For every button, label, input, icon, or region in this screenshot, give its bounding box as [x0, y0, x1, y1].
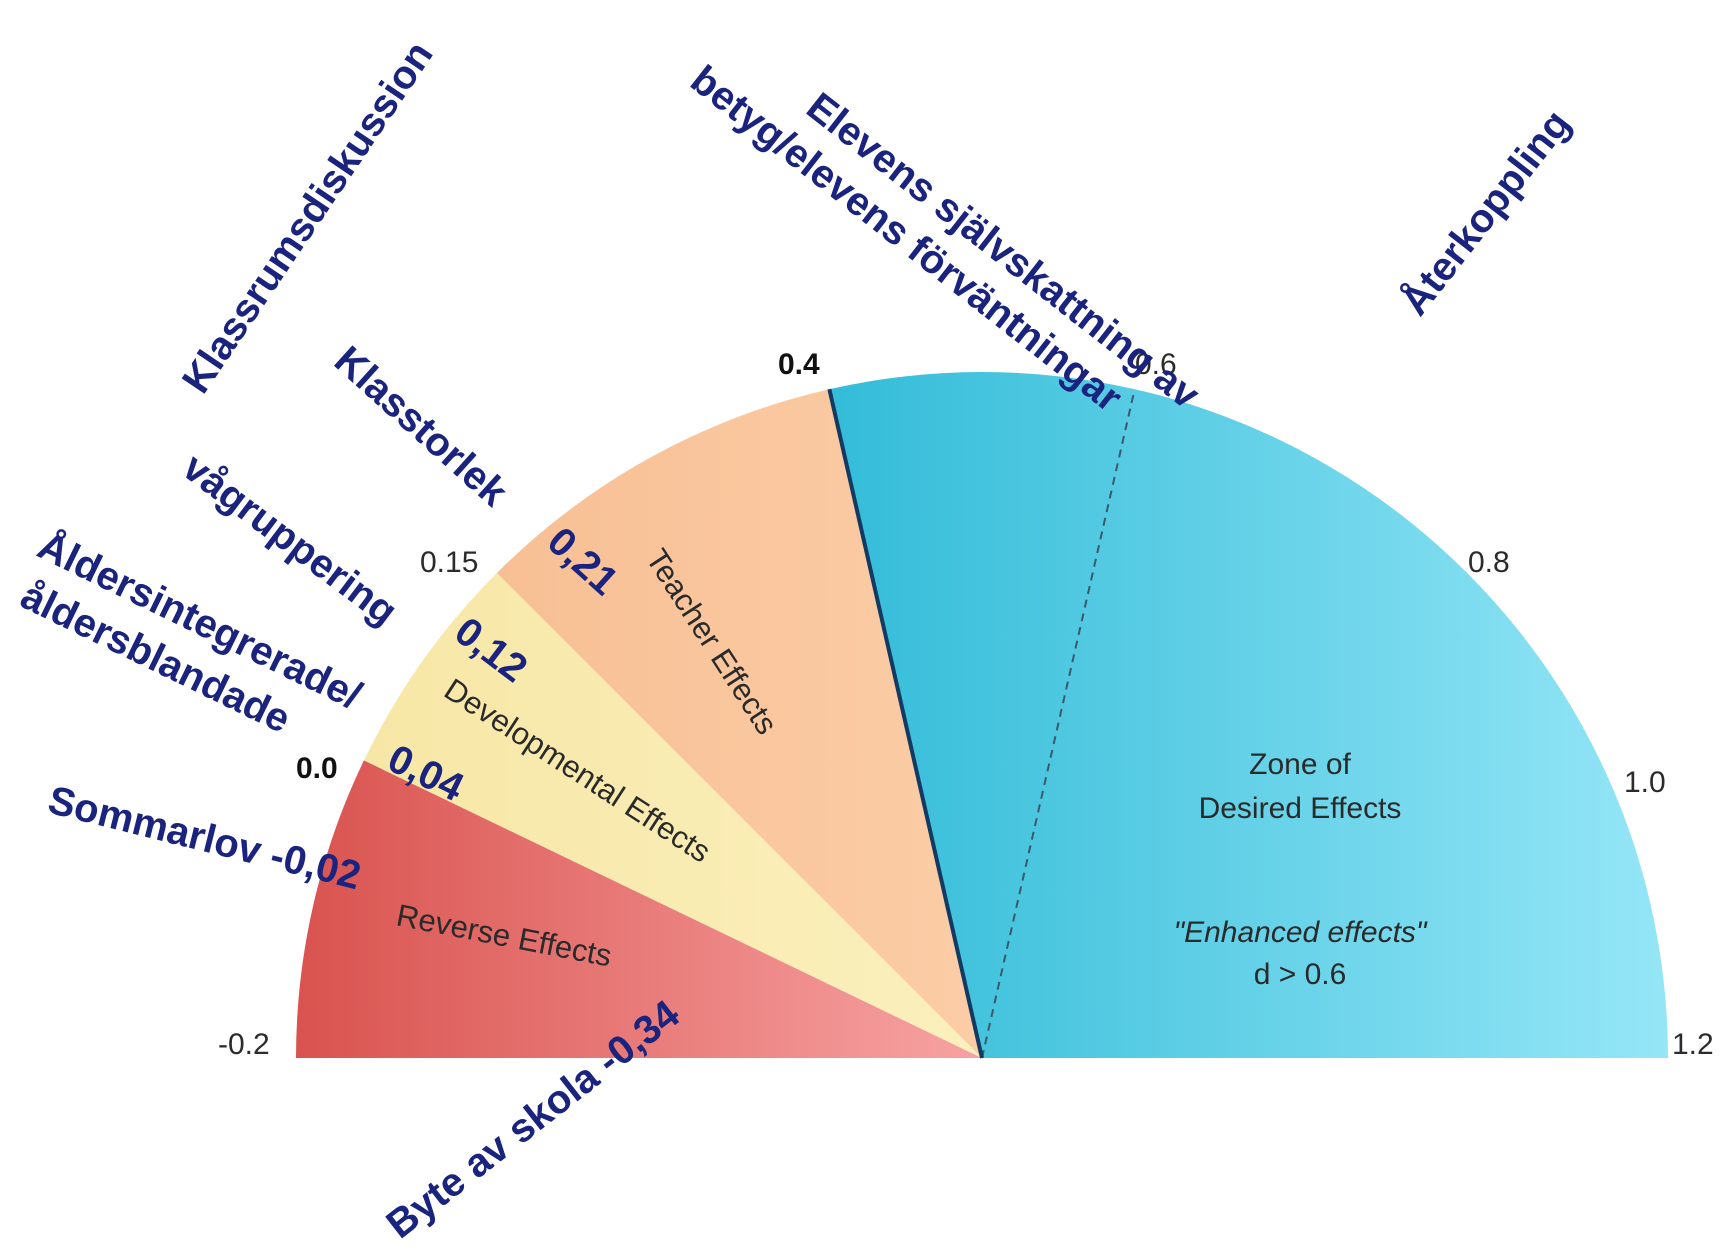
annotation-betyg-forvantningar: betyg/elevens förväntningar: [682, 57, 1129, 420]
teacher-effects-zone: [496, 389, 982, 1058]
annotation-elevens-sjalvskattning: Elevens självskattning av: [798, 84, 1208, 418]
tick-label-0-8: 0.8: [1468, 546, 1510, 579]
desired-zone-title-line2: Desired Effects: [1199, 792, 1402, 825]
enhanced-effects-note: "Enhanced effects": [1173, 916, 1427, 949]
tick-label-0-6: 0.6: [1135, 348, 1177, 381]
annotation-klassrumsdiskussion: Klassrumsdiskussion: [174, 34, 442, 401]
annotation-klasstorlek: Klasstorlek: [326, 338, 516, 516]
tick-label-1-2: 1.2: [1672, 1028, 1714, 1061]
reverse-effects-zone: [296, 760, 982, 1058]
desired-zone-title-line1: Zone of: [1249, 748, 1351, 781]
enhanced-effects-dashed-line: [981, 394, 1135, 1059]
annotation-sommarlov: Sommarlov -0,02: [44, 778, 365, 898]
desired-effects-zone: [829, 372, 1668, 1059]
tick-label-0-4: 0.4: [778, 348, 820, 381]
tick-label-0-15: 0.15: [420, 546, 478, 579]
tick-label-neg-0-2: -0.2: [218, 1028, 270, 1061]
enhanced-effects-condition: d > 0.6: [1254, 958, 1347, 991]
annotation-aterkoppling: Återkoppling: [1392, 101, 1579, 323]
tick-label-1-0: 1.0: [1624, 766, 1666, 799]
gauge-zones: [296, 372, 1668, 1059]
tick-label-0-0: 0.0: [296, 752, 338, 785]
developmental-effects-zone: [363, 572, 982, 1058]
hinge-point-line: [827, 388, 984, 1059]
